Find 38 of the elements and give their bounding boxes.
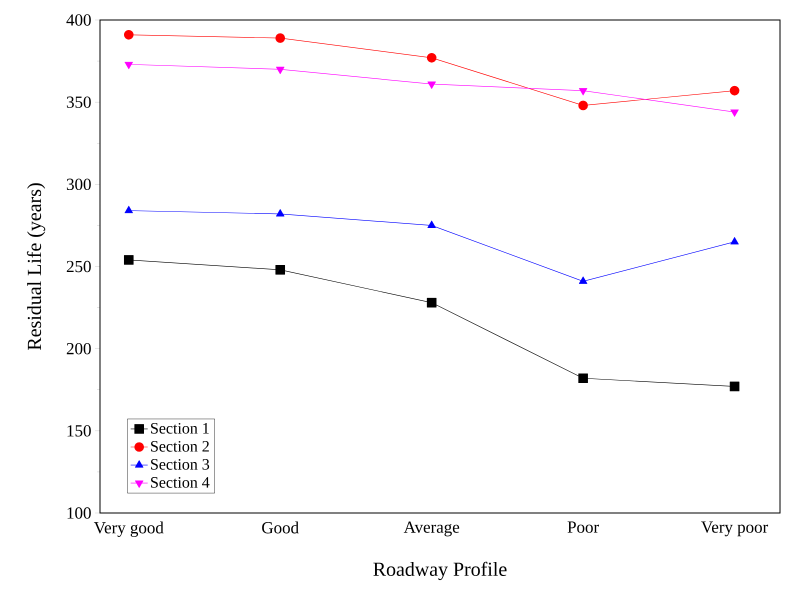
- x-tick-label: Poor: [568, 522, 599, 533]
- point: [427, 82, 436, 89]
- point: [730, 237, 739, 244]
- point: [578, 100, 588, 110]
- point: [427, 220, 436, 228]
- legend-label: Section 3: [151, 459, 210, 470]
- y-tick-label: 250: [66, 260, 91, 272]
- point: [276, 209, 284, 216]
- point: [730, 86, 740, 96]
- point: [578, 373, 588, 384]
- point: [730, 382, 740, 392]
- y-tick-label: 350: [66, 96, 91, 108]
- point: [730, 109, 739, 117]
- point: [426, 298, 436, 308]
- point: [124, 62, 133, 70]
- legend-label: Section 2: [151, 440, 209, 452]
- y-tick-label: 200: [66, 342, 91, 354]
- y-tick-label: 400: [66, 14, 91, 26]
- legend-label: Section 1: [151, 422, 209, 434]
- point: [275, 33, 286, 43]
- point: [275, 264, 286, 275]
- x-axis-title: Roadway Profile: [373, 562, 507, 580]
- x-tick-label: Very good: [94, 522, 164, 537]
- x-tick-label: Good: [262, 522, 299, 534]
- y-axis-title: Residual Life (years): [26, 183, 46, 350]
- point: [124, 30, 134, 40]
- point: [578, 276, 588, 284]
- point: [124, 206, 133, 214]
- y-tick-label: 150: [68, 425, 91, 437]
- point: [124, 255, 134, 265]
- y-tick-label: 100: [68, 507, 91, 519]
- point: [578, 88, 588, 96]
- y-tick-label: 300: [66, 178, 91, 190]
- x-tick-label: Very poor: [701, 522, 768, 536]
- x-tick-label: Average: [404, 522, 460, 536]
- point: [426, 52, 436, 63]
- legend-label: Section 4: [151, 477, 210, 488]
- point: [276, 66, 284, 74]
